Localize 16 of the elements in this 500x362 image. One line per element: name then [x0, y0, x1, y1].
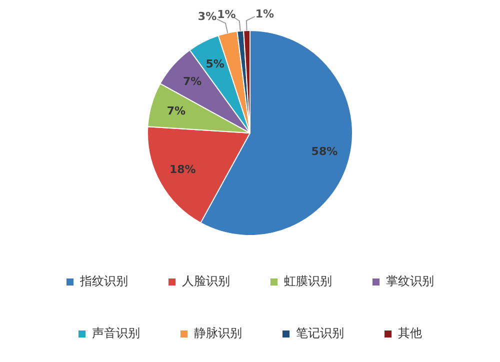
data-label: 3%	[198, 10, 217, 24]
legend-label: 静脉识别	[194, 326, 242, 340]
data-label: 5%	[206, 57, 224, 70]
legend-label: 声音识别	[92, 326, 140, 340]
legend-label: 指纹识别	[79, 274, 128, 288]
legend-label: 掌纹识别	[386, 274, 434, 288]
data-label: 7%	[166, 104, 186, 118]
legend-label: 虹膜识别	[284, 274, 332, 288]
data-label: 1%	[255, 7, 274, 20]
data-label: 18%	[169, 162, 196, 176]
legend-label: 其他	[398, 326, 422, 340]
data-label: 58%	[311, 144, 338, 158]
legend-label: 笔记识别	[296, 326, 344, 340]
data-label: 1%	[217, 8, 236, 21]
data-label: 7%	[182, 75, 202, 88]
legend-label: 人脸识别	[182, 274, 230, 288]
